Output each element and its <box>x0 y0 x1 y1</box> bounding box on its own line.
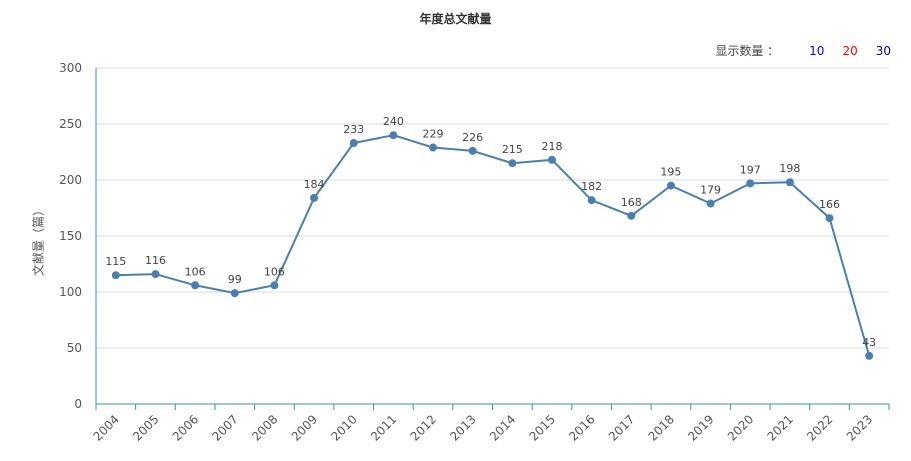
data-label: 197 <box>740 163 761 176</box>
x-tick-label: 2008 <box>249 412 280 443</box>
data-point <box>230 289 239 298</box>
data-label: 233 <box>343 123 364 136</box>
data-point <box>865 351 874 360</box>
x-tick-label: 2021 <box>764 412 795 443</box>
data-point <box>111 271 120 280</box>
x-tick-label: 2006 <box>170 412 201 443</box>
data-label: 106 <box>264 265 285 278</box>
data-label: 198 <box>779 162 800 175</box>
data-point <box>785 178 794 187</box>
data-point <box>547 155 556 164</box>
data-point <box>825 214 834 223</box>
data-label: 99 <box>228 273 242 286</box>
x-tick-label: 2010 <box>328 412 359 443</box>
grid-lines <box>96 67 889 349</box>
x-tick-label: 2004 <box>90 412 121 443</box>
data-point <box>508 159 517 168</box>
x-tick-label: 2020 <box>725 412 756 443</box>
x-tick-label: 2007 <box>209 412 240 443</box>
data-point <box>746 179 755 188</box>
x-tick-label: 2013 <box>447 412 478 443</box>
data-point <box>468 146 477 155</box>
data-point <box>151 270 160 279</box>
series <box>111 131 874 360</box>
data-point <box>627 211 636 220</box>
data-label: 229 <box>423 128 444 141</box>
x-tick-label: 2023 <box>844 412 875 443</box>
data-label: 182 <box>581 180 602 193</box>
data-point <box>349 139 358 148</box>
x-tick-label: 2009 <box>289 412 320 443</box>
display-count-option-20[interactable]: 20 <box>842 43 858 58</box>
data-point <box>666 181 675 190</box>
data-label: 218 <box>541 140 562 153</box>
data-point <box>706 199 715 208</box>
data-label: 184 <box>304 178 325 191</box>
data-point <box>389 131 398 140</box>
data-label: 168 <box>621 196 642 209</box>
data-label: 240 <box>383 115 404 128</box>
data-label: 43 <box>862 336 876 349</box>
x-tick-label: 2019 <box>685 412 716 443</box>
x-tick-label: 2015 <box>527 412 558 443</box>
data-label: 106 <box>185 265 206 278</box>
data-label: 195 <box>660 166 681 179</box>
data-point <box>270 281 279 290</box>
y-tick-label: 250 <box>59 117 82 131</box>
x-tick-label: 2012 <box>408 412 439 443</box>
y-tick-label: 0 <box>74 397 82 411</box>
x-tick-label: 2014 <box>487 412 518 443</box>
data-point <box>191 281 200 290</box>
display-count-option-10[interactable]: 10 <box>809 43 825 58</box>
data-point <box>310 193 319 202</box>
y-tick-label: 100 <box>59 285 82 299</box>
series-line <box>115 134 871 357</box>
y-tick-label: 150 <box>59 229 82 243</box>
display-count-option-30[interactable]: 30 <box>875 43 891 58</box>
data-label: 215 <box>502 143 523 156</box>
display-count-label: 显示数量 ： <box>715 44 780 58</box>
data-label: 115 <box>105 255 126 268</box>
x-tick-label: 2018 <box>646 412 677 443</box>
x-tick-label: 2016 <box>566 412 597 443</box>
data-label: 166 <box>819 198 840 211</box>
x-tick-label: 2022 <box>804 412 835 443</box>
x-tick-label: 2011 <box>368 412 399 443</box>
data-label: 226 <box>462 131 483 144</box>
y-tick-label: 200 <box>59 173 82 187</box>
axes: 0 50 100 150 200 250 300 2004 2005 2006 2007 2008 20… <box>59 61 890 444</box>
data-label: 116 <box>145 254 166 267</box>
data-label: 179 <box>700 184 721 197</box>
data-point <box>587 196 596 205</box>
x-tick-label: 2005 <box>130 412 161 443</box>
display-count-selector: 显示数量 ： 10 20 30 <box>715 42 891 59</box>
x-tick-label: 2017 <box>606 412 637 443</box>
data-labels: 115 116 106 99 106 184 233 240 229 226 215 218 182 16… <box>105 115 876 349</box>
data-point <box>429 143 438 152</box>
y-tick-label: 300 <box>59 61 82 75</box>
chart-title: 年度总文献量 <box>419 12 492 26</box>
y-tick-label: 50 <box>67 341 82 355</box>
